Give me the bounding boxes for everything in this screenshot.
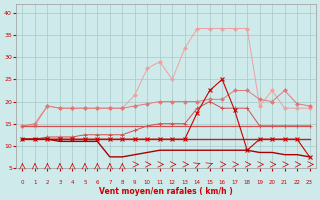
X-axis label: Vent moyen/en rafales ( km/h ): Vent moyen/en rafales ( km/h ) [99,187,233,196]
